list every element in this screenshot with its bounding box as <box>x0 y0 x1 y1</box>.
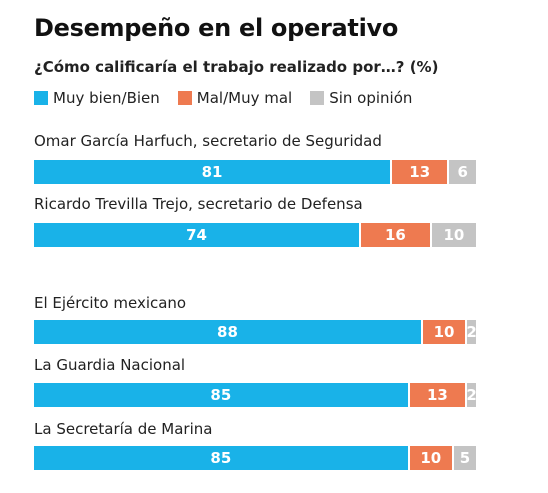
stacked-bar: 85 10 5 <box>34 446 476 470</box>
stacked-bar: 85 13 2 <box>34 383 476 407</box>
bar-segment: 13 <box>392 160 450 184</box>
bar-segment: 85 <box>34 446 410 470</box>
stacked-bar: 74 16 10 <box>34 223 476 247</box>
category-label: Omar García Harfuch, secretario de Segur… <box>34 132 382 150</box>
chart-subtitle: ¿Cómo calificaría el trabajo realizado p… <box>34 58 439 76</box>
legend-label: Sin opinión <box>329 89 413 107</box>
bar-segment: 85 <box>34 383 410 407</box>
legend-item: Muy bien/Bien <box>34 89 160 107</box>
stacked-bar: 88 10 2 <box>34 320 476 344</box>
bar-segment: 88 <box>34 320 423 344</box>
category-label: La Secretaría de Marina <box>34 420 213 438</box>
bar-segment: 81 <box>34 160 393 184</box>
legend-label: Mal/Muy mal <box>196 89 293 107</box>
category-label: Ricardo Trevilla Trejo, secretario de De… <box>34 195 363 213</box>
bar-segment: 6 <box>449 160 476 184</box>
bar-segment: 13 <box>409 383 468 407</box>
bar-segment: 10 <box>422 320 468 344</box>
legend-label: Muy bien/Bien <box>53 89 160 107</box>
stacked-bar: 81 13 6 <box>34 160 476 184</box>
bar-segment: 10 <box>431 223 476 247</box>
bar-segment: 10 <box>409 446 454 470</box>
category-label: El Ejército mexicano <box>34 294 187 312</box>
legend: Muy bien/Bien Mal/Muy mal Sin opinión <box>34 88 430 108</box>
bar-segment: 5 <box>453 446 476 470</box>
bar-segment: 16 <box>361 223 432 247</box>
legend-swatch <box>310 91 325 105</box>
legend-swatch <box>177 91 192 105</box>
bar-segment: 2 <box>467 383 476 407</box>
legend-swatch <box>34 91 48 105</box>
chart-title: Desempeño en el operativo <box>34 14 399 42</box>
bar-segment: 74 <box>34 223 362 247</box>
legend-item: Mal/Muy mal <box>177 89 293 107</box>
category-label: La Guardia Nacional <box>34 356 186 374</box>
bar-segment: 2 <box>467 320 476 344</box>
legend-item: Sin opinión <box>310 89 412 107</box>
